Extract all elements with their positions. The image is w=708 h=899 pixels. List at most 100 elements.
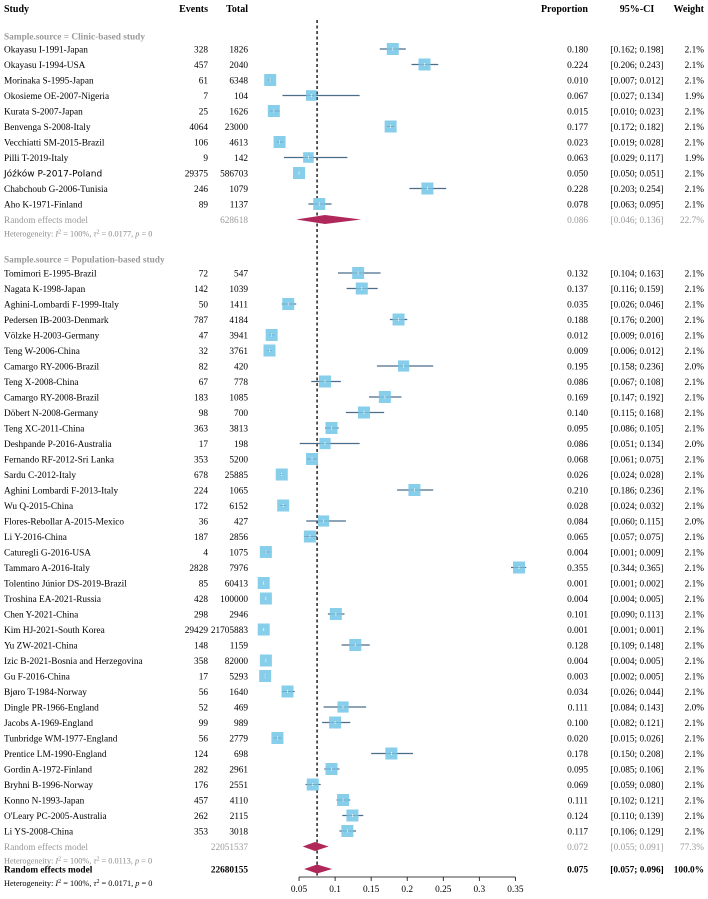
study-events: 183 bbox=[194, 394, 208, 404]
study-proportion: 0.101 bbox=[567, 611, 588, 621]
study-total: 82000 bbox=[225, 657, 249, 667]
study-weight: 2.1% bbox=[685, 347, 705, 357]
study-total: 2961 bbox=[229, 766, 248, 776]
study-weight: 2.1% bbox=[685, 502, 705, 512]
population-pooled: Random effects model 22051537 0.072 [0.055;… bbox=[4, 842, 704, 853]
study-ci: [0.104; 0.163] bbox=[611, 270, 664, 280]
study-events: 246 bbox=[194, 185, 208, 195]
study-proportion: 0.224 bbox=[567, 61, 588, 71]
study-row: Okayasu I-1991-Japan 328 1826 0.180 [0.162; … bbox=[4, 43, 704, 56]
study-ci: [0.027; 0.134] bbox=[611, 92, 664, 102]
study-events: 89 bbox=[199, 201, 209, 211]
study-total: 1085 bbox=[229, 394, 248, 404]
study-weight: 2.0% bbox=[685, 440, 705, 450]
study-name: Vecchiatti SM-2015-Brazil bbox=[4, 139, 105, 149]
study-weight: 2.1% bbox=[685, 425, 705, 435]
study-events: 32 bbox=[199, 347, 209, 357]
overall-pooled-label: Random effects model bbox=[4, 866, 93, 876]
study-events: 52 bbox=[199, 704, 209, 714]
study-events: 106 bbox=[194, 139, 208, 149]
study-row: Tomimori E-1995-Brazil 72 547 0.132 [0.104; … bbox=[4, 267, 704, 280]
study-proportion: 0.004 bbox=[567, 549, 588, 559]
study-proportion: 0.086 bbox=[567, 440, 588, 450]
overall-heterogeneity: Heterogeneity: I2 = 100%, τ2 = 0.0171, p… bbox=[4, 879, 152, 888]
study-proportion: 0.169 bbox=[567, 394, 588, 404]
study-ci: [0.007; 0.012] bbox=[611, 77, 664, 87]
study-weight: 2.1% bbox=[685, 533, 705, 543]
x-tick-label: 0.25 bbox=[435, 885, 452, 895]
study-row: Chen Y-2021-China 298 2946 0.101 [0.090; 0.1… bbox=[4, 608, 704, 621]
study-events: 363 bbox=[194, 425, 208, 435]
study-row: Flores-Rebollar A-2015-Mexico 36 427 0.084 [… bbox=[4, 515, 704, 528]
study-events: 187 bbox=[194, 533, 208, 543]
study-row: Teng W-2006-China 32 3761 0.009 [0.006; 0.01… bbox=[4, 344, 705, 357]
study-weight: 2.0% bbox=[685, 704, 705, 714]
study-ci: [0.004; 0.005] bbox=[611, 657, 664, 667]
population-pooled-proportion: 0.072 bbox=[567, 843, 588, 853]
study-proportion: 0.009 bbox=[567, 347, 588, 357]
study-ci: [0.115; 0.168] bbox=[611, 409, 664, 419]
study-name: Döbert N-2008-Germany bbox=[4, 409, 99, 419]
study-weight: 2.1% bbox=[685, 611, 705, 621]
study-weight: 2.1% bbox=[685, 735, 705, 745]
population-pooled-weight: 77.3% bbox=[680, 843, 704, 853]
study-weight: 2.1% bbox=[685, 61, 705, 71]
study-total: 21705883 bbox=[211, 626, 249, 636]
study-events: 61 bbox=[199, 77, 209, 87]
study-row: Camargo RY-2008-Brazil 183 1085 0.169 [0.147… bbox=[4, 391, 704, 404]
study-weight: 2.1% bbox=[685, 123, 705, 133]
study-total: 1137 bbox=[230, 201, 249, 211]
pooled-diamond bbox=[296, 215, 362, 224]
study-row: Tunbridge WM-1977-England 56 2779 0.020 [0.0… bbox=[4, 732, 704, 745]
study-ci: [0.147; 0.192] bbox=[611, 394, 664, 404]
study-proportion: 0.035 bbox=[567, 301, 588, 311]
study-total: 586703 bbox=[220, 170, 248, 180]
study-name: Okosieme OE-2007-Nigeria bbox=[4, 92, 109, 102]
study-proportion: 0.023 bbox=[567, 139, 588, 149]
study-row: Jóźków P-2017-Poland 29375 586703 0.050 [0.0… bbox=[3, 167, 704, 180]
study-ci: [0.063; 0.095] bbox=[611, 201, 664, 211]
study-name: Benvenga S-2008-Italy bbox=[4, 123, 91, 133]
study-total: 1079 bbox=[229, 185, 248, 195]
overall-pooled: Random effects model 22680155 0.075 [0.057;… bbox=[4, 864, 704, 876]
study-weight: 2.1% bbox=[685, 595, 705, 605]
study-name: Okayasu I-1994-USA bbox=[4, 61, 86, 71]
study-total: 427 bbox=[234, 518, 248, 528]
x-tick-label: 0.15 bbox=[363, 885, 380, 895]
study-name: Nagata K-1998-Japan bbox=[4, 285, 86, 295]
study-ci: [0.176; 0.200] bbox=[611, 316, 664, 326]
study-ci: [0.090; 0.113] bbox=[611, 611, 664, 621]
study-weight: 2.1% bbox=[685, 170, 705, 180]
study-total: 5200 bbox=[229, 456, 248, 466]
study-name: Chen Y-2021-China bbox=[4, 611, 78, 621]
study-weight: 2.1% bbox=[685, 642, 705, 652]
study-weight: 2.1% bbox=[685, 409, 705, 419]
study-events: 72 bbox=[199, 270, 209, 280]
study-name: Konno N-1993-Japan bbox=[4, 797, 85, 807]
study-weight: 2.1% bbox=[685, 316, 705, 326]
study-events: 98 bbox=[199, 409, 209, 419]
study-ci: [0.059; 0.080] bbox=[611, 781, 664, 791]
study-total: 104 bbox=[234, 92, 248, 102]
study-name: Völzke H-2003-Germany bbox=[4, 332, 100, 342]
study-events: 282 bbox=[194, 766, 208, 776]
study-total: 6348 bbox=[229, 77, 248, 87]
study-name: Teng XC-2011-China bbox=[4, 425, 84, 435]
study-ci: [0.024; 0.028] bbox=[611, 471, 664, 481]
study-row: Döbert N-2008-Germany 98 700 0.140 [0.115; 0… bbox=[4, 406, 705, 419]
study-total: 3813 bbox=[229, 425, 248, 435]
study-events: 82 bbox=[199, 363, 209, 373]
study-row: Camargo RY-2006-Brazil 82 420 0.195 [0.158; … bbox=[4, 360, 704, 373]
study-row: Chabchoub G-2006-Tunisia 246 1079 0.228 [0.2… bbox=[4, 182, 704, 195]
study-ci: [0.019; 0.028] bbox=[611, 139, 664, 149]
study-total: 6152 bbox=[229, 502, 248, 512]
study-total: 4110 bbox=[230, 797, 249, 807]
header-weight: Weight bbox=[673, 4, 704, 15]
study-ci: [0.026; 0.044] bbox=[611, 688, 664, 698]
study-total: 1411 bbox=[230, 301, 249, 311]
study-name: Gu F-2016-China bbox=[4, 673, 70, 683]
pooled-diamond bbox=[302, 842, 329, 851]
x-tick-label: 0.35 bbox=[507, 885, 524, 895]
study-events: 262 bbox=[194, 812, 208, 822]
study-ci: [0.109; 0.148] bbox=[611, 642, 664, 652]
